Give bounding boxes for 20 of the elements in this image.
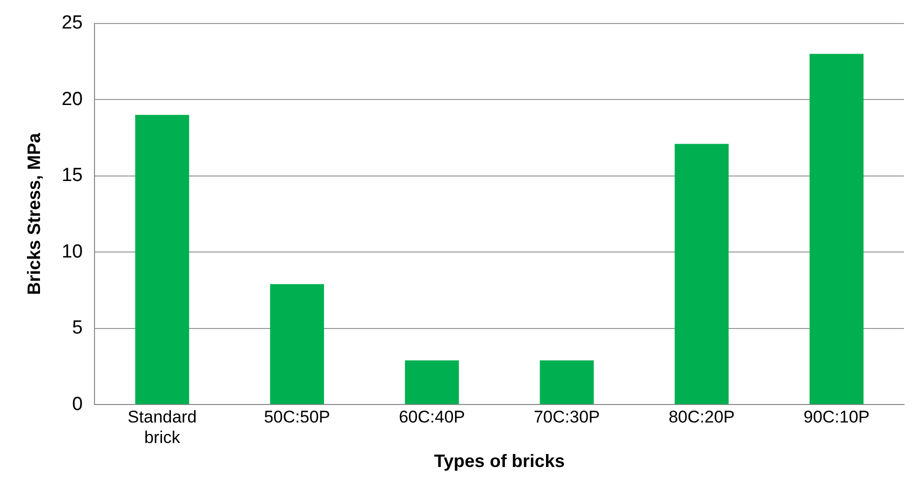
bar: [540, 360, 594, 404]
y-tick-label: 5: [72, 318, 83, 339]
x-axis-title: Types of bricks: [434, 451, 565, 472]
bar: [810, 54, 864, 404]
bar: [674, 144, 729, 404]
bar: [270, 284, 324, 404]
x-tick-label: 60C:40P: [398, 407, 466, 426]
bar: [135, 114, 190, 404]
x-tick-label: 90C:10P: [803, 407, 870, 426]
y-tick-label: 15: [62, 165, 83, 186]
y-tick-label: 0: [72, 394, 83, 415]
bar: [404, 360, 459, 404]
x-tick-label: 70C:30P: [534, 407, 600, 426]
x-tick-label: 50C:50P: [264, 407, 330, 426]
y-tick-label: 25: [62, 12, 83, 34]
x-tick-label: 80C:20P: [668, 407, 735, 426]
y-tick-label: 20: [62, 88, 83, 110]
y-tick-label: 10: [62, 241, 83, 262]
y-axis-title: Bricks Stress, MPa: [24, 132, 44, 296]
x-tick-label: Standard brick: [128, 407, 197, 447]
